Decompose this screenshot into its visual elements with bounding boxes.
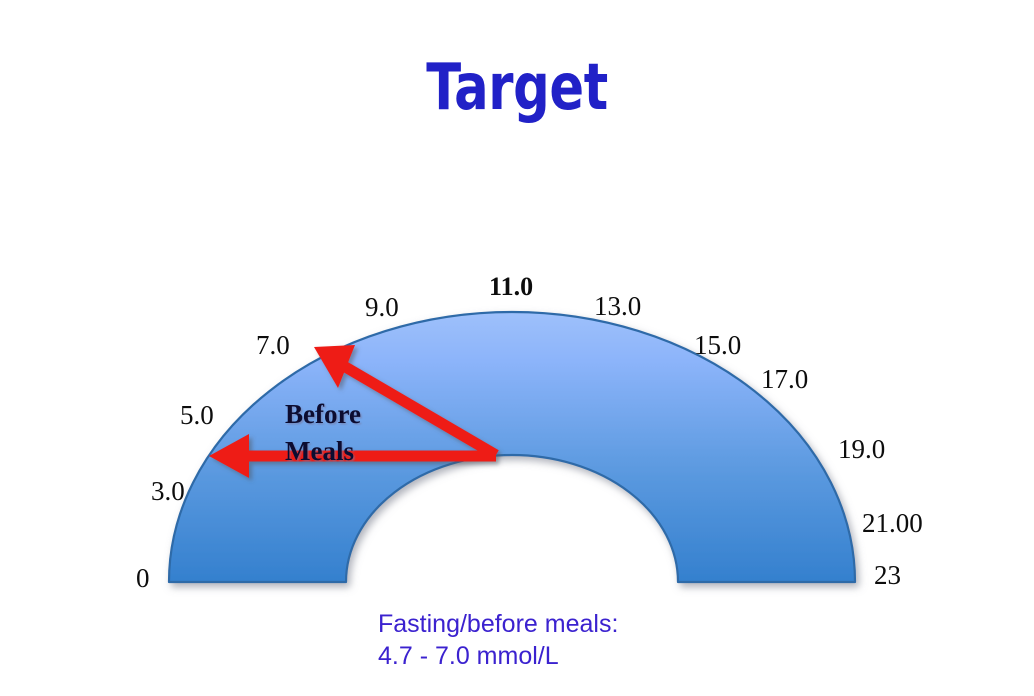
scale-label-3: 3.0 (151, 476, 185, 506)
page-title: Target (426, 51, 608, 125)
caption: Fasting/before meals: 4.7 - 7.0 mmol/L (378, 608, 618, 672)
scale-label-21: 21.00 (862, 508, 923, 538)
scale-label-19: 19.0 (838, 434, 886, 464)
scale-label-13: 13.0 (594, 291, 642, 321)
band-label-line1: Before (285, 399, 361, 429)
upper-bound-pointer (314, 345, 499, 460)
gauge-pointers (209, 345, 499, 478)
caption-line2: 4.7 - 7.0 mmol/L (378, 642, 559, 670)
scale-label-0: 0 (136, 563, 150, 593)
scale-label-7: 7.0 (256, 330, 290, 360)
scale-label-11: 11.0 (489, 272, 534, 301)
lower-bound-pointer (209, 434, 496, 478)
scale-label-17: 17.0 (761, 364, 809, 394)
band-label-line2: Meals (285, 436, 354, 466)
scale-label-23: 23 (874, 560, 901, 590)
scale-label-15: 15.0 (694, 330, 742, 360)
caption-line1: Fasting/before meals: (378, 610, 619, 638)
scale-label-5: 5.0 (180, 400, 214, 430)
band-label: Before Meals (285, 396, 435, 470)
scale-label-9: 9.0 (365, 292, 399, 322)
